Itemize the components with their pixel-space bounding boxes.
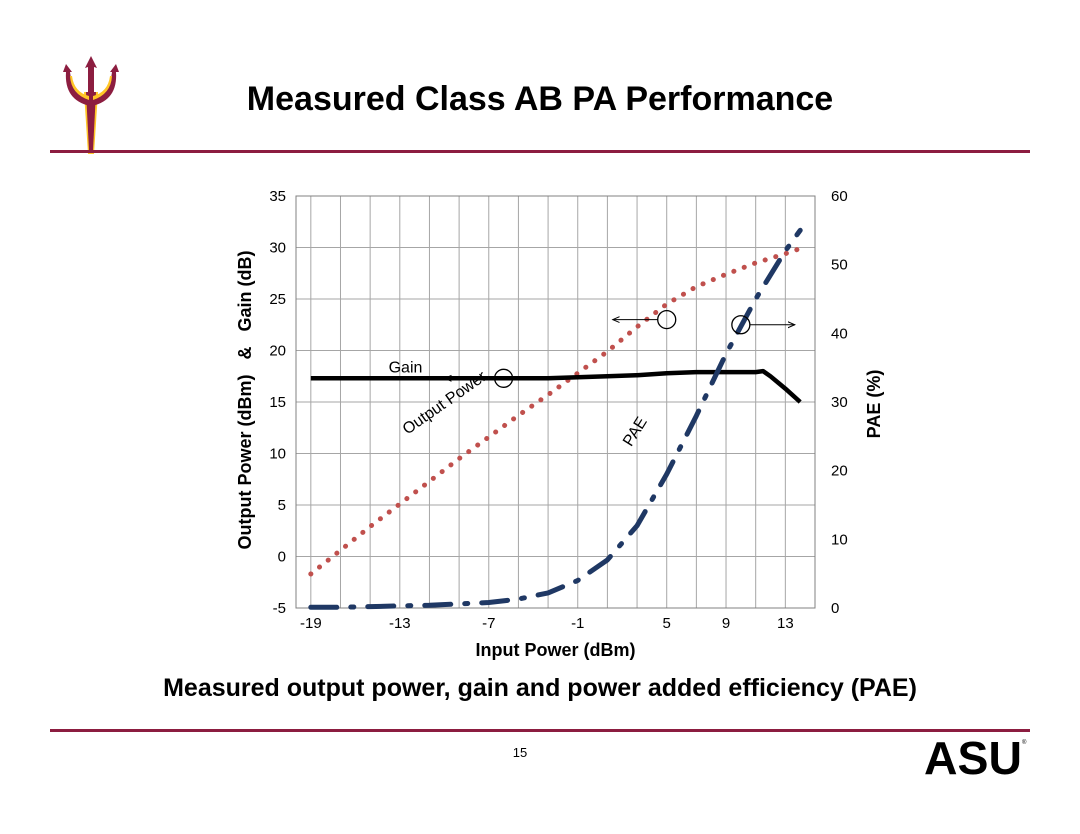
y-right-tick-label: 40 bbox=[831, 325, 848, 342]
y-right-tick-label: 10 bbox=[831, 531, 848, 548]
series-line-output-power bbox=[308, 246, 803, 577]
y-axis-left-label: Output Power (dBm) & Gain (dB) bbox=[235, 251, 255, 550]
asu-pitchfork-logo bbox=[63, 56, 119, 154]
x-tick-label: 9 bbox=[722, 615, 730, 632]
x-tick-label: 13 bbox=[777, 615, 794, 632]
y-left-tick-label: -5 bbox=[273, 600, 286, 617]
y-left-tick-label: 35 bbox=[269, 188, 286, 205]
pae-series-label: PAE bbox=[620, 414, 651, 449]
series-line-pae bbox=[308, 227, 803, 610]
x-tick-label: -7 bbox=[482, 615, 495, 632]
y-right-tick-label: 60 bbox=[831, 188, 848, 205]
y-left-tick-label: 0 bbox=[278, 549, 286, 566]
y-right-tick-label: 0 bbox=[831, 600, 839, 617]
logo-text: ASU bbox=[924, 734, 1022, 778]
y-left-tick-label: 10 bbox=[269, 446, 286, 463]
svg-text:®: ® bbox=[1022, 739, 1027, 746]
slide-title: Measured Class AB PA Performance bbox=[246, 80, 834, 118]
x-tick-label: 5 bbox=[663, 615, 671, 632]
series-line-gain bbox=[310, 368, 802, 404]
footer-divider bbox=[50, 729, 1030, 732]
y-right-tick-label: 30 bbox=[831, 394, 848, 411]
y-left-tick-label: 15 bbox=[269, 394, 286, 411]
y-left-tick-label: 30 bbox=[269, 240, 286, 257]
y-right-tick-label: 20 bbox=[831, 463, 848, 480]
page-number: 15 bbox=[512, 745, 528, 760]
y-axis-right-label: PAE (%) bbox=[864, 370, 884, 439]
y-left-tick-label: 25 bbox=[269, 291, 286, 308]
title-divider bbox=[50, 150, 1030, 153]
gain-series-label: Gain bbox=[389, 359, 423, 376]
x-tick-label: -1 bbox=[571, 615, 584, 632]
y-right-tick-label: 50 bbox=[831, 257, 848, 274]
y-left-tick-label: 20 bbox=[269, 343, 286, 360]
x-axis-label: Input Power (dBm) bbox=[476, 640, 636, 660]
y-left-tick-label: 5 bbox=[278, 497, 286, 514]
plot-area bbox=[295, 195, 816, 609]
x-tick-label: -19 bbox=[300, 615, 322, 632]
x-tick-label: -13 bbox=[389, 615, 411, 632]
figure-caption: Measured output power, gain and power ad… bbox=[163, 674, 917, 702]
asu-wordmark-logo: ASU ® bbox=[924, 734, 1027, 778]
